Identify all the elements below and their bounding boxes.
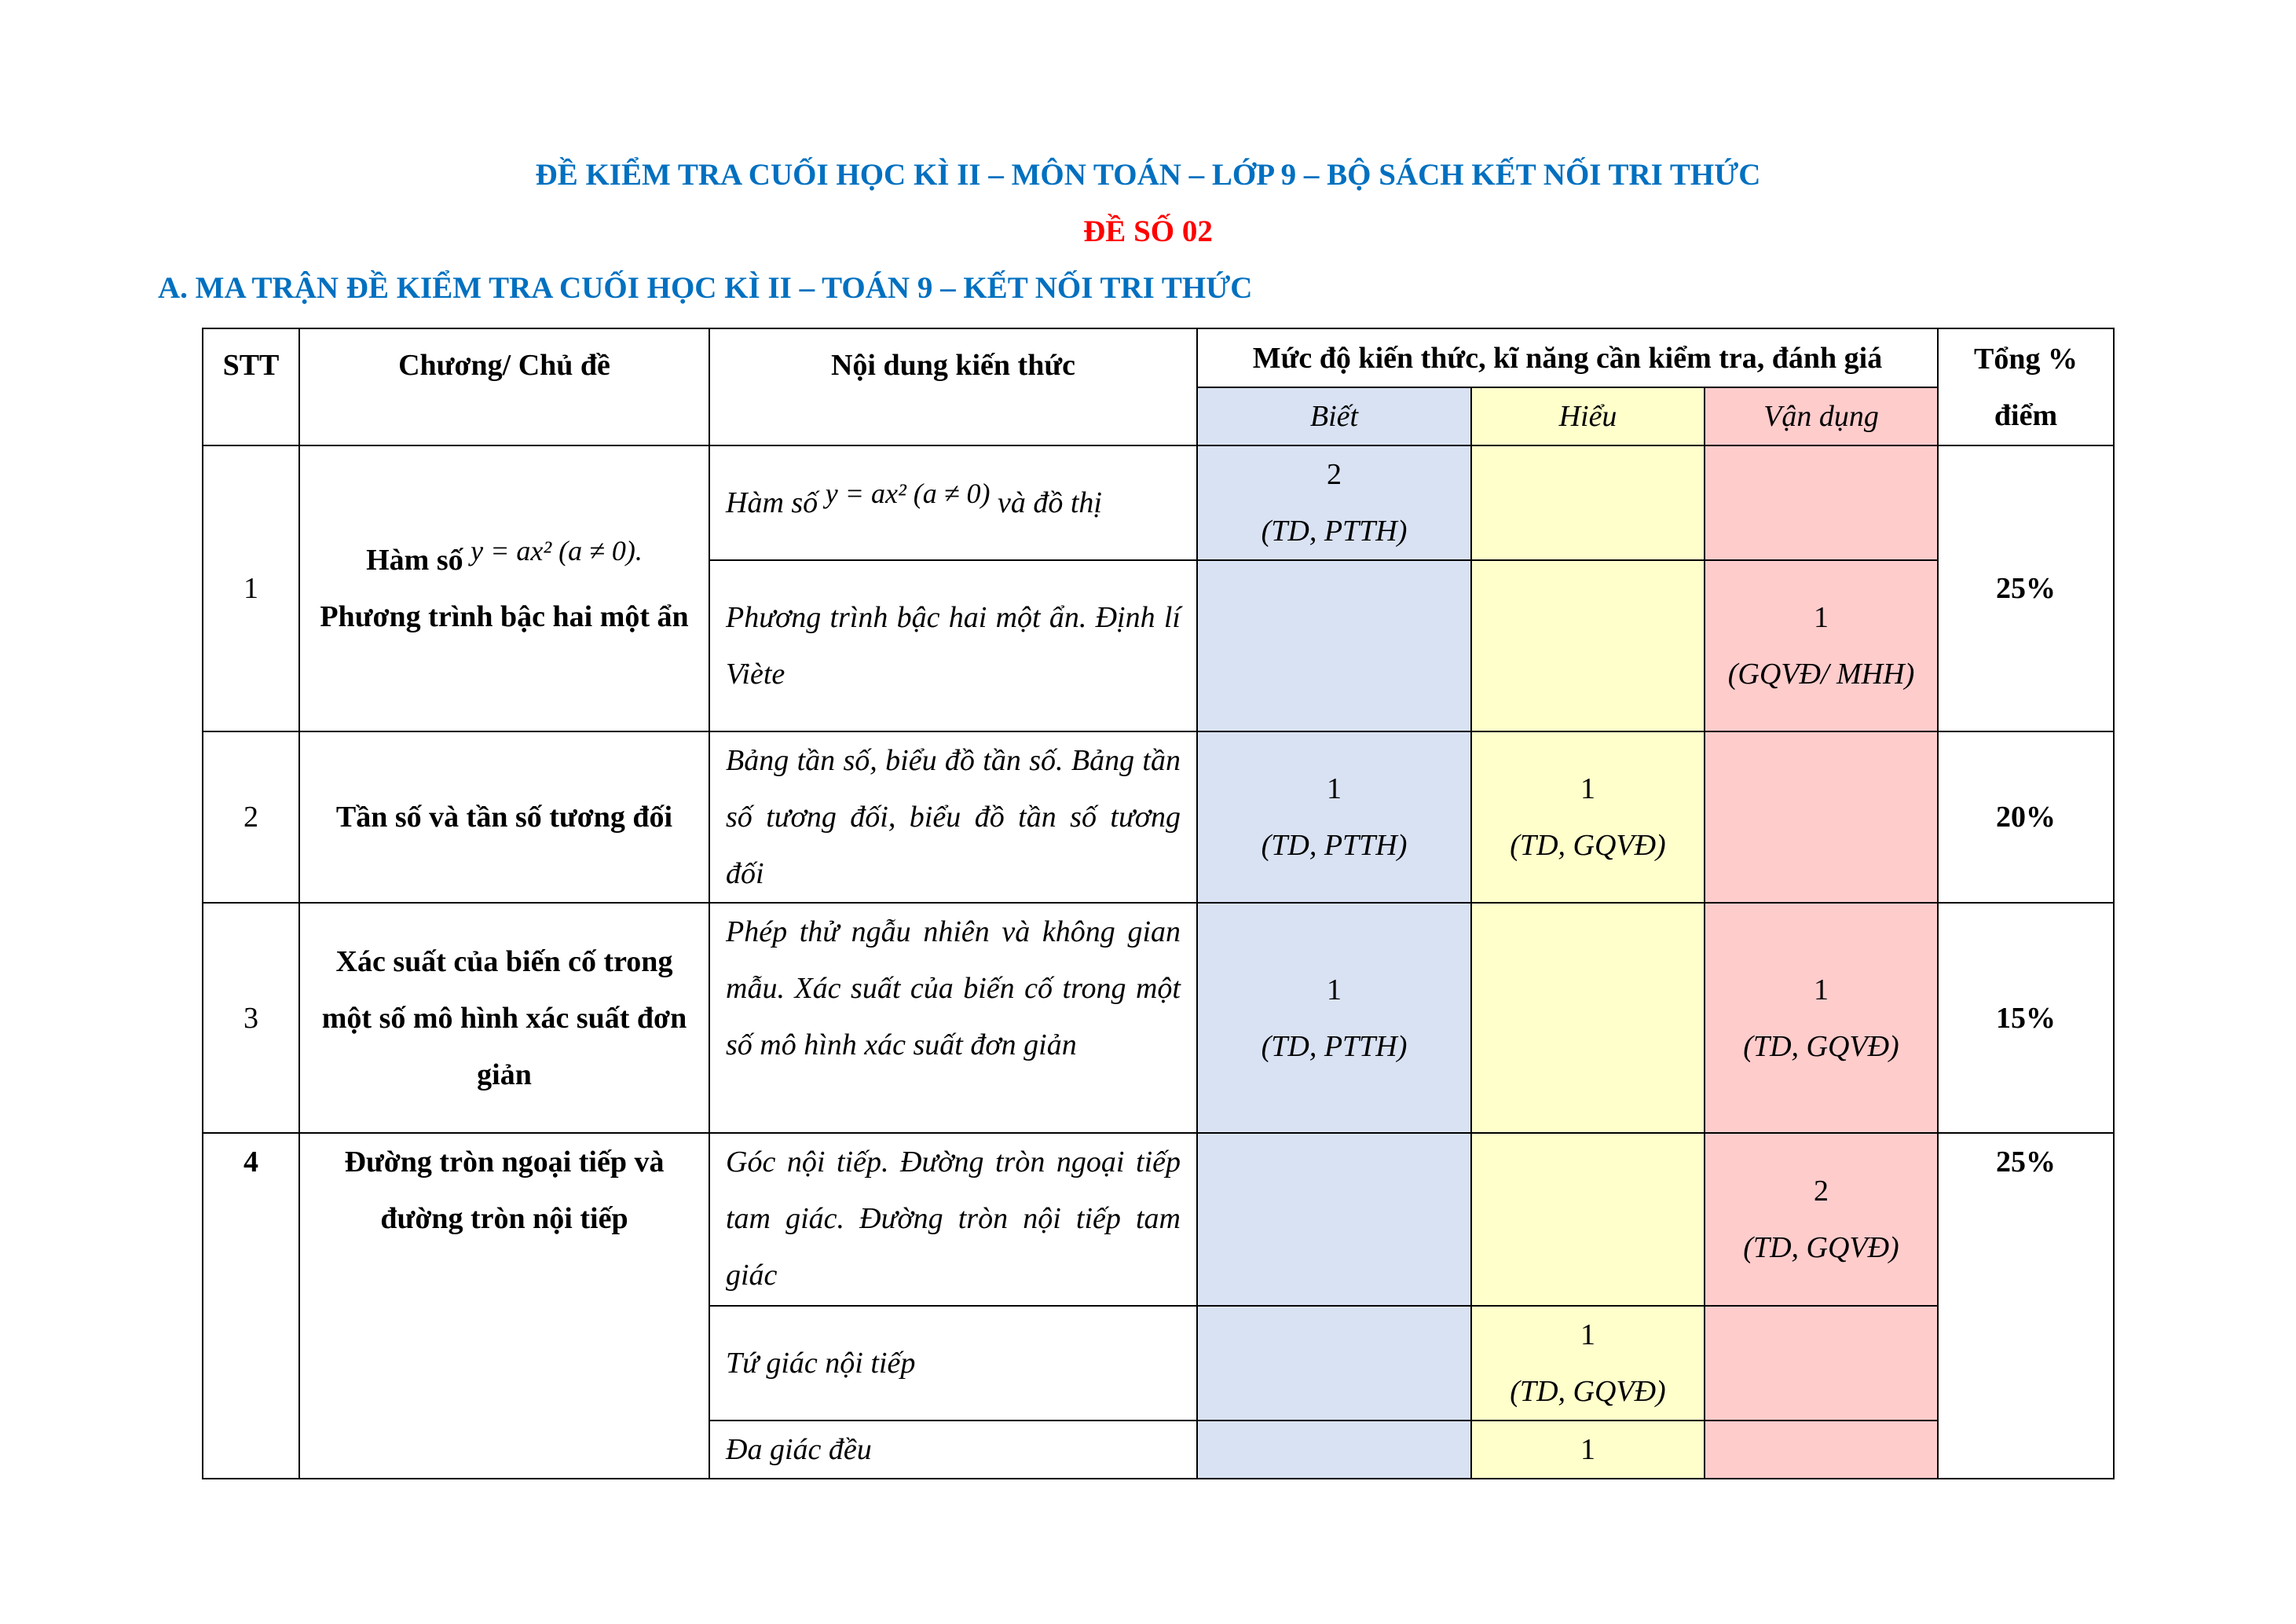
count: 1: [1327, 772, 1342, 805]
competency: (TD, GQVĐ): [1510, 1375, 1666, 1408]
tong-cell: 20%: [1937, 731, 2115, 904]
biet-cell: [1196, 1420, 1472, 1479]
stt-cell: 4: [202, 1132, 300, 1479]
chuong-prefix: Hàm số: [366, 544, 463, 577]
noi-dung-cell: Tứ giác nội tiếp: [709, 1305, 1198, 1421]
hieu-cell: [1470, 902, 1705, 1134]
van-dung-cell: [1703, 731, 1939, 904]
biet-cell: [1196, 1305, 1472, 1421]
competency: (TD, PTTH): [1261, 1029, 1408, 1063]
header-biet: Biết: [1196, 387, 1472, 446]
hieu-cell: 1 (TD, GQVĐ): [1470, 731, 1705, 904]
hieu-cell: [1470, 445, 1705, 561]
header-hieu: Hiểu: [1470, 387, 1705, 446]
formula: y = ax² (a ≠ 0): [825, 478, 991, 509]
noi-dung-cell: Góc nội tiếp. Đường tròn ngoại tiếp tam …: [709, 1132, 1198, 1307]
table-row: Phương trình bậc hai một ẩn. Định lí Viè…: [203, 559, 2114, 732]
count: 1: [1580, 1318, 1595, 1351]
header-chuong: Chương/ Chủ đề: [298, 328, 710, 446]
count: 1: [1814, 601, 1829, 634]
chuong-cell: Đường tròn ngoại tiếp và đường tròn nội …: [298, 1132, 710, 1479]
hieu-cell: 1: [1470, 1420, 1705, 1479]
formula: y = ax² (a ≠ 0).: [471, 535, 643, 566]
table-row: Tứ giác nội tiếp 1 (TD, GQVĐ): [203, 1305, 2114, 1421]
stt-cell: 2: [202, 731, 300, 904]
table-row: Đa giác đều 1: [203, 1420, 2114, 1479]
van-dung-cell: 1 (GQVĐ/ MHH): [1703, 559, 1939, 732]
table-row: 4 Đường tròn ngoại tiếp và đường tròn nộ…: [202, 1132, 2115, 1479]
header-tong-line2: điểm: [1994, 398, 2058, 432]
biet-cell: 1 (TD, PTTH): [1196, 902, 1472, 1134]
biet-cell: 2 (TD, PTTH): [1196, 445, 1472, 561]
count: 2: [1814, 1175, 1829, 1208]
noi-dung-cell: Hàm số y = ax² (a ≠ 0) và đồ thị: [709, 445, 1198, 561]
header-tong: Tổng % điểm: [1937, 328, 2115, 446]
hieu-cell: [1470, 559, 1705, 732]
count: 1: [1327, 973, 1342, 1006]
chuong-rest: Phương trình bậc hai một ẩn: [320, 600, 689, 633]
biet-cell: [1196, 1132, 1472, 1307]
table-row: 3 Xác suất của biến cố trong một số mô h…: [202, 902, 2115, 1134]
competency: (TD, GQVĐ): [1510, 829, 1666, 862]
noi-dung-cell: Bảng tần số, biểu đồ tần số. Bảng tần số…: [709, 731, 1198, 904]
competency: (TD, PTTH): [1261, 515, 1408, 548]
noi-dung-cell: Phương trình bậc hai một ẩn. Định lí Viè…: [709, 559, 1198, 732]
van-dung-cell: [1703, 1305, 1939, 1421]
header-stt: STT: [202, 328, 300, 446]
competency: (TD, GQVĐ): [1743, 1029, 1899, 1063]
tong-cell: 15%: [1937, 902, 2115, 1134]
hieu-cell: [1470, 1132, 1705, 1307]
noi-dung-suffix: và đồ thị: [997, 486, 1102, 519]
header-muc-do: Mức độ kiến thức, kĩ năng cần kiểm tra, …: [1196, 328, 1939, 388]
noi-dung-prefix: Hàm số: [726, 486, 818, 519]
header-tong-line1: Tổng %: [1974, 342, 2078, 376]
competency: (TD, GQVĐ): [1743, 1231, 1899, 1264]
hieu-cell: 1 (TD, GQVĐ): [1470, 1305, 1705, 1421]
biet-cell: 1 (TD, PTTH): [1196, 731, 1472, 904]
tong-cell: 25%: [1937, 445, 2115, 732]
chuong-cell: Xác suất của biến cố trong một số mô hìn…: [298, 902, 710, 1134]
section-heading: A. MA TRẬN ĐỀ KIỂM TRA CUỐI HỌC KÌ II – …: [158, 271, 1253, 305]
biet-cell: [1196, 559, 1472, 732]
table-row: 1 Hàm số y = ax² (a ≠ 0). Phương trình bậ…: [202, 445, 2115, 732]
header-noi-dung: Nội dung kiến thức: [709, 328, 1198, 446]
noi-dung-cell: Phép thử ngẫu nhiên và không gian mẫu. X…: [709, 902, 1198, 1134]
header-van-dung: Vận dụng: [1703, 387, 1939, 446]
stt-cell: 1: [202, 445, 300, 732]
noi-dung-cell: Đa giác đều: [709, 1420, 1198, 1479]
van-dung-cell: [1703, 1420, 1939, 1479]
van-dung-cell: 2 (TD, GQVĐ): [1703, 1132, 1939, 1307]
count: 2: [1327, 458, 1342, 491]
chuong-cell: Tần số và tần số tương đối: [298, 731, 710, 904]
van-dung-cell: [1703, 445, 1939, 561]
document-title: ĐỀ KIỂM TRA CUỐI HỌC KÌ II – MÔN TOÁN – …: [535, 158, 1761, 192]
count: 1: [1814, 973, 1829, 1006]
competency: (GQVĐ/ MHH): [1727, 658, 1915, 691]
tong-cell: 25%: [1937, 1132, 2115, 1479]
van-dung-cell: 1 (TD, GQVĐ): [1703, 902, 1939, 1134]
stt-cell: 3: [202, 902, 300, 1134]
competency: (TD, PTTH): [1261, 829, 1408, 862]
table-row: 2 Tần số và tần số tương đối Bảng tần số…: [202, 731, 2115, 904]
exam-number: ĐỀ SỐ 02: [1083, 214, 1213, 248]
count: 1: [1580, 772, 1595, 805]
exam-matrix-table: STT Chương/ Chủ đề Nội dung kiến thức Mứ…: [202, 328, 2115, 1479]
chuong-cell: Hàm số y = ax² (a ≠ 0). Phương trình bậc …: [298, 445, 710, 732]
